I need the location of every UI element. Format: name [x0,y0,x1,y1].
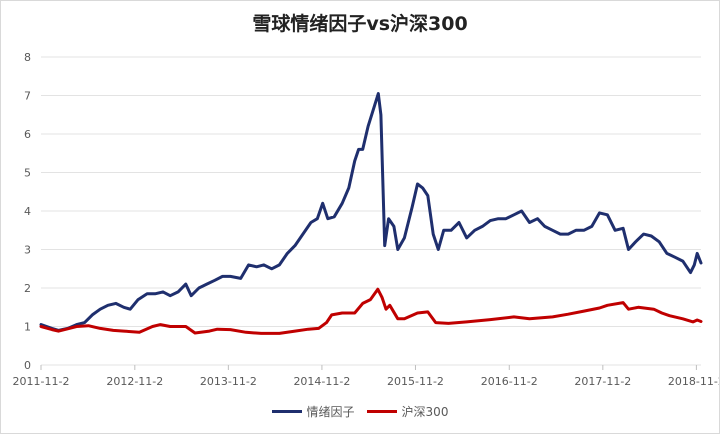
x-tick-label: 2012-11-2 [106,375,163,388]
y-tick-label: 4 [24,205,31,218]
legend-label-hs300: 沪深300 [401,405,449,419]
y-tick-label: 2 [24,282,31,295]
y-axis: 0 1 2 3 4 5 6 7 8 [24,51,31,372]
y-tick-label: 3 [24,244,31,257]
chart-title: 雪球情绪因子vs沪深300 [252,13,468,35]
x-tick-label: 2018-11-2 [668,375,719,388]
x-tick-label: 2013-11-2 [200,375,257,388]
legend-item-sentiment: 情绪因子 [271,403,355,420]
x-axis: 2011-11-2 2012-11-2 2013-11-2 2014-11-2 2015… [13,365,719,388]
y-tick-label: 0 [24,359,31,372]
x-tick-label: 2015-11-2 [387,375,444,388]
y-tick-label: 6 [24,128,31,141]
series-lines [39,92,703,335]
y-tick-label: 5 [24,167,31,180]
x-tick-label: 2016-11-2 [481,375,538,388]
legend-swatch-sentiment [271,410,302,413]
y-tick-label: 7 [24,90,31,103]
series-line-hs300 [39,287,703,335]
legend: 情绪因子 沪深300 [1,403,719,420]
x-tick-label: 2017-11-2 [574,375,631,388]
legend-swatch-hs300 [366,410,397,413]
y-tick-label: 8 [24,51,31,64]
legend-label-sentiment: 情绪因子 [306,405,355,419]
y-tick-label: 1 [24,321,31,334]
x-tick-label: 2014-11-2 [293,375,350,388]
series-line-sentiment [39,92,703,332]
legend-item-hs300: 沪深300 [366,403,449,420]
gridlines [41,56,701,366]
x-tick-label: 2011-11-2 [13,375,70,388]
